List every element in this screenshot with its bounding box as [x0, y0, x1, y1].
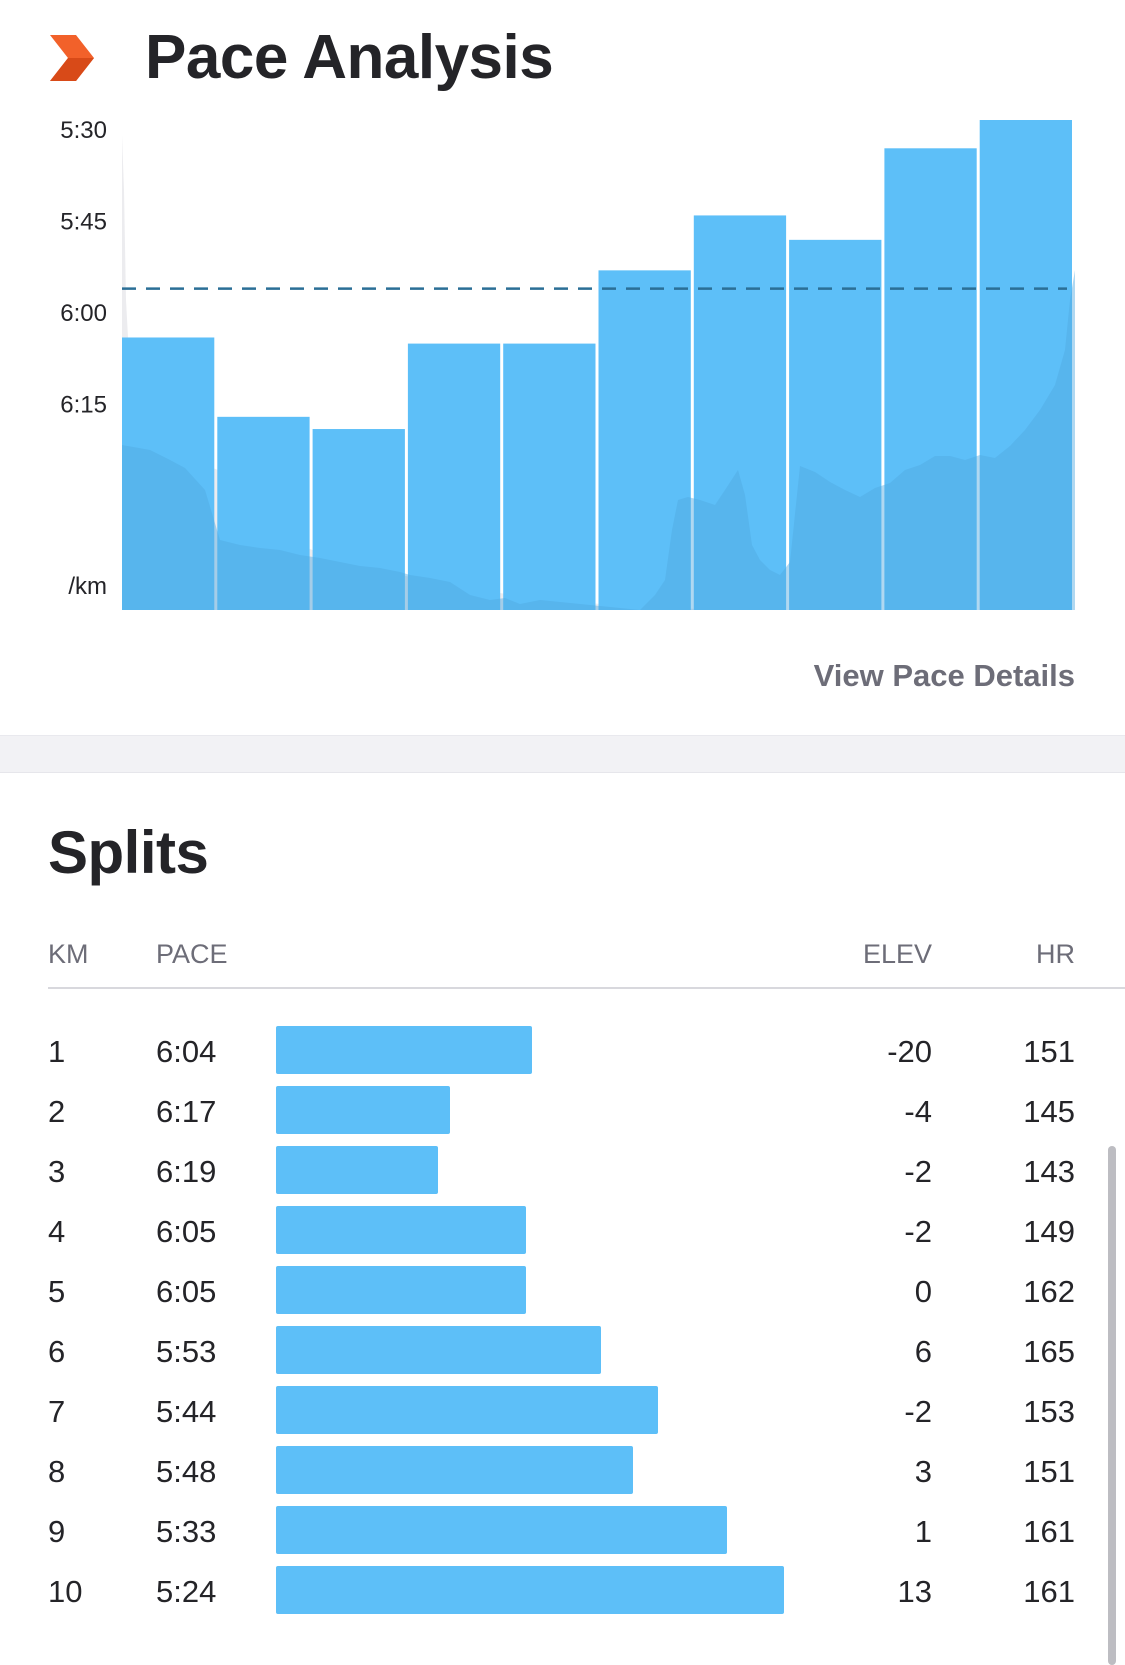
- view-pace-details-link[interactable]: View Pace Details: [813, 658, 1075, 693]
- header-pace: PACE: [156, 939, 228, 969]
- y-tick-label: 6:00: [60, 300, 107, 327]
- table-row: 9 5:33 1 161: [0, 1500, 1125, 1560]
- split-hr: 149: [1023, 1214, 1075, 1249]
- split-pace: 6:17: [156, 1094, 217, 1129]
- split-km: 1: [48, 1034, 66, 1069]
- section-divider: [0, 735, 1125, 773]
- split-pace-bar: [276, 1506, 728, 1554]
- split-hr: 162: [1023, 1274, 1075, 1309]
- split-pace: 5:33: [156, 1514, 217, 1549]
- split-hr: 143: [1023, 1154, 1075, 1189]
- split-km: 8: [48, 1454, 66, 1489]
- split-km: 3: [48, 1154, 66, 1189]
- pace-trace-area: [122, 270, 1075, 610]
- split-elev: -2: [904, 1394, 932, 1429]
- split-hr: 165: [1023, 1334, 1075, 1369]
- pace-bar[interactable]: [598, 270, 691, 610]
- split-km: 6: [48, 1334, 66, 1369]
- pace-chart: 5:30 5:45 6:00 6:15 /km: [60, 120, 1075, 610]
- splits-title: Splits: [48, 819, 209, 886]
- split-pace-bar: [276, 1446, 633, 1494]
- table-row: 6 5:53 6 165: [0, 1320, 1125, 1380]
- split-km: 7: [48, 1394, 66, 1429]
- split-pace: 6:19: [156, 1154, 217, 1189]
- table-row: 7 5:44 -2 153: [0, 1380, 1125, 1440]
- table-row: 4 6:05 -2 149: [0, 1200, 1125, 1260]
- header-elev: ELEV: [862, 939, 932, 969]
- header-hr: HR: [1036, 939, 1075, 969]
- split-pace: 5:53: [156, 1334, 217, 1369]
- scrollbar[interactable]: [1108, 1146, 1116, 1665]
- table-row: 8 5:48 3 151: [0, 1440, 1125, 1500]
- pace-bar[interactable]: [979, 120, 1072, 610]
- split-hr: 145: [1023, 1094, 1075, 1129]
- split-pace-bar: [276, 1086, 451, 1134]
- split-elev: 0: [914, 1274, 932, 1309]
- page-title: Pace Analysis: [145, 23, 554, 92]
- y-tick-label: 6:15: [60, 392, 107, 419]
- split-elev: -4: [904, 1094, 932, 1129]
- split-hr: 161: [1023, 1514, 1075, 1549]
- pace-bar[interactable]: [884, 148, 977, 610]
- split-elev: -20: [887, 1034, 932, 1069]
- pace-bar[interactable]: [217, 416, 310, 610]
- split-km: 2: [48, 1094, 66, 1129]
- split-km: 9: [48, 1514, 66, 1549]
- split-hr: 161: [1023, 1574, 1075, 1609]
- split-pace: 5:44: [156, 1394, 217, 1429]
- y-tick-label: 5:45: [60, 209, 107, 236]
- y-tick-label: 5:30: [60, 120, 107, 144]
- split-pace: 5:48: [156, 1454, 217, 1489]
- pace-analysis-section: Pace Analysis 5:30 5:45 6:00 6:15 /km View …: [0, 0, 1125, 735]
- split-pace-bar: [276, 1026, 532, 1074]
- split-pace-bar: [276, 1266, 526, 1314]
- split-elev: 1: [914, 1514, 932, 1549]
- split-pace-bar: [276, 1566, 784, 1614]
- splits-header: KM PACE ELEV HR: [0, 930, 1125, 990]
- split-elev: 3: [914, 1454, 932, 1489]
- split-pace-bar: [276, 1206, 526, 1254]
- split-hr: 153: [1023, 1394, 1075, 1429]
- pace-bar[interactable]: [693, 215, 787, 610]
- split-hr: 151: [1023, 1454, 1075, 1489]
- table-row: 3 6:19 -2 143: [0, 1140, 1125, 1200]
- split-km: 4: [48, 1214, 66, 1249]
- table-row: 2 6:17 -4 145: [0, 1080, 1125, 1140]
- y-axis-unit-label: /km: [68, 573, 107, 600]
- split-elev: 13: [897, 1574, 932, 1609]
- header-divider: [48, 987, 1125, 989]
- split-pace-bar: [276, 1326, 602, 1374]
- split-pace: 6:04: [156, 1034, 217, 1069]
- split-pace: 6:05: [156, 1274, 217, 1309]
- pace-bar[interactable]: [312, 429, 405, 610]
- pace-bar[interactable]: [789, 239, 882, 610]
- split-elev: -2: [904, 1154, 932, 1189]
- split-elev: -2: [904, 1214, 932, 1249]
- split-km: 5: [48, 1274, 66, 1309]
- split-pace: 6:05: [156, 1214, 217, 1249]
- split-elev: 6: [914, 1334, 932, 1369]
- table-row: 5 6:05 0 162: [0, 1260, 1125, 1320]
- pace-bar[interactable]: [503, 343, 596, 610]
- orange-chevron-logo-icon: [50, 35, 94, 81]
- pace-bar[interactable]: [407, 343, 501, 610]
- pace-bar[interactable]: [122, 337, 215, 610]
- split-pace: 5:24: [156, 1574, 217, 1609]
- split-pace-bar: [276, 1386, 658, 1434]
- split-pace-bar: [276, 1146, 438, 1194]
- header-km: KM: [48, 939, 89, 969]
- table-row: 1 6:04 -20 151: [0, 1020, 1125, 1080]
- split-hr: 151: [1023, 1034, 1075, 1069]
- split-km: 10: [48, 1574, 83, 1609]
- table-row: 10 5:24 13 161: [0, 1560, 1125, 1620]
